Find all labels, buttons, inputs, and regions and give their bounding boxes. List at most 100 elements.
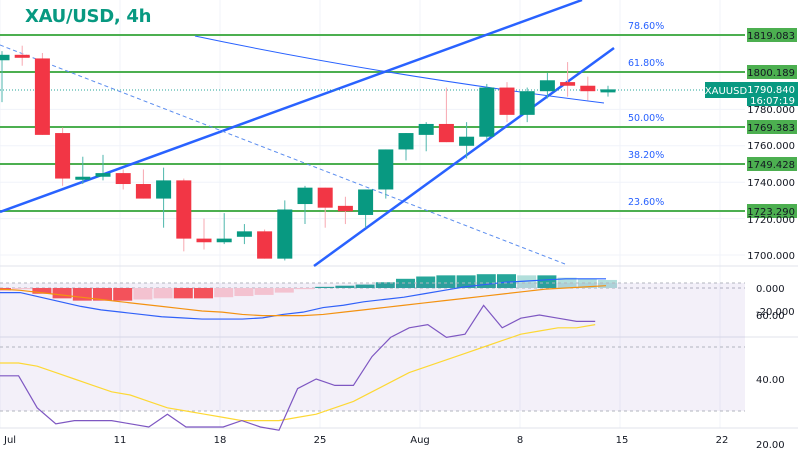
candle[interactable] xyxy=(156,180,172,199)
macd-histogram-bar xyxy=(598,279,617,288)
rsi-line xyxy=(0,304,596,431)
macd-histogram-bar xyxy=(32,288,52,294)
candle[interactable] xyxy=(196,238,212,243)
candle[interactable] xyxy=(95,173,111,177)
macd-histogram-bar xyxy=(214,288,234,298)
candle[interactable] xyxy=(519,91,535,115)
x-tick-label: 11 xyxy=(114,435,127,446)
candle[interactable] xyxy=(378,149,394,190)
y-tick-label: 1720.000 xyxy=(747,215,795,226)
macd-histogram-bar xyxy=(254,288,274,295)
macd-histogram-bar xyxy=(537,275,557,288)
macd-histogram-bar xyxy=(113,288,133,301)
fib-label: 50.00% xyxy=(628,113,664,124)
symbol-label: XAUUSD xyxy=(705,86,748,97)
macd-histogram-bar xyxy=(52,288,72,299)
candle[interactable] xyxy=(358,189,374,215)
candle[interactable] xyxy=(115,173,131,185)
level-price-tag xyxy=(747,120,797,134)
x-tick-label: Jul xyxy=(3,435,16,446)
candle[interactable] xyxy=(216,238,232,243)
macd-histogram-bar xyxy=(153,288,173,299)
level-price-tag xyxy=(747,157,797,171)
x-tick-label: 25 xyxy=(314,435,327,446)
candle[interactable] xyxy=(499,87,515,115)
macd-histogram-bar xyxy=(274,288,294,293)
candle[interactable] xyxy=(297,187,313,205)
candle[interactable] xyxy=(277,209,293,259)
candle[interactable] xyxy=(0,54,10,61)
channel-upper[interactable] xyxy=(0,0,583,214)
macd-histogram-bar xyxy=(194,288,213,299)
macd-histogram-bar xyxy=(173,288,193,299)
level-price: 1769.383 xyxy=(747,123,795,134)
bar-countdown: 16:07:19 xyxy=(750,96,795,107)
macd-histogram-bar xyxy=(436,275,456,288)
fib-label: 38.20% xyxy=(628,150,664,161)
candle[interactable] xyxy=(236,231,252,237)
y-tick-label: 1780.000 xyxy=(747,105,795,116)
candle[interactable] xyxy=(418,123,434,135)
macd-tick: -20.000 xyxy=(756,307,795,318)
candle[interactable] xyxy=(560,82,576,86)
fib-label: 23.60% xyxy=(628,197,664,208)
macd-histogram-bar xyxy=(416,276,436,288)
candle[interactable] xyxy=(317,187,333,208)
fib-label: 78.60% xyxy=(628,21,664,32)
macd-histogram-bar xyxy=(456,275,476,288)
macd-histogram-bar xyxy=(234,288,254,297)
candle[interactable] xyxy=(539,80,555,92)
macd-histogram-bar xyxy=(355,284,375,288)
fib-label: 61.80% xyxy=(628,58,664,69)
candle[interactable] xyxy=(257,231,273,259)
macd-histogram-bar xyxy=(396,278,415,288)
y-tick-label: 1740.000 xyxy=(747,178,795,189)
rsi-tick: 60.00 xyxy=(756,311,785,322)
candle[interactable] xyxy=(479,87,495,137)
macd-histogram-bar xyxy=(133,288,153,300)
rsi-tick: 40.00 xyxy=(756,375,785,386)
macd-histogram-bar xyxy=(295,288,314,290)
level-price-tag xyxy=(747,204,797,218)
macd-histogram-bar xyxy=(517,275,537,288)
candle[interactable] xyxy=(176,180,192,239)
current-price-tag xyxy=(747,82,798,106)
candle[interactable] xyxy=(75,176,91,180)
macd-histogram-bar xyxy=(577,278,597,288)
candle[interactable] xyxy=(135,184,151,199)
candle[interactable] xyxy=(337,205,353,212)
candle[interactable] xyxy=(398,133,414,150)
rsi-tick: 20.00 xyxy=(756,440,785,451)
macd-histogram-bar xyxy=(497,274,516,288)
macd-histogram-bar xyxy=(12,288,32,290)
level-price: 1723.290 xyxy=(747,207,795,218)
candle[interactable] xyxy=(580,85,596,92)
current-price: 1790.840 xyxy=(747,85,795,96)
macd-histogram-bar xyxy=(93,288,112,301)
macd-tick: 0.000 xyxy=(756,284,785,295)
candle[interactable] xyxy=(14,54,30,58)
candle[interactable] xyxy=(55,133,71,179)
x-tick-label: 8 xyxy=(517,435,523,446)
level-price: 1800.189 xyxy=(747,68,795,79)
candle[interactable] xyxy=(600,89,616,93)
macd-line xyxy=(0,278,606,320)
macd-histogram-bar xyxy=(375,282,395,288)
macd-histogram-bar xyxy=(315,286,335,288)
x-tick-label: 22 xyxy=(716,435,729,446)
x-tick-label: 15 xyxy=(616,435,629,446)
macd-histogram-bar xyxy=(335,285,355,288)
rsi-ma-line xyxy=(0,324,596,422)
level-price: 1819.083 xyxy=(747,31,795,42)
symbol-tag xyxy=(705,82,747,98)
level-price-tag xyxy=(747,65,797,79)
level-price: 1749.428 xyxy=(747,160,795,171)
candle[interactable] xyxy=(438,123,454,143)
candle[interactable] xyxy=(34,58,50,135)
signal-line xyxy=(0,285,607,317)
moving-average-line xyxy=(194,35,605,104)
level-price-tag xyxy=(747,28,797,42)
candle[interactable] xyxy=(459,136,475,146)
x-tick-label: Aug xyxy=(410,435,430,446)
